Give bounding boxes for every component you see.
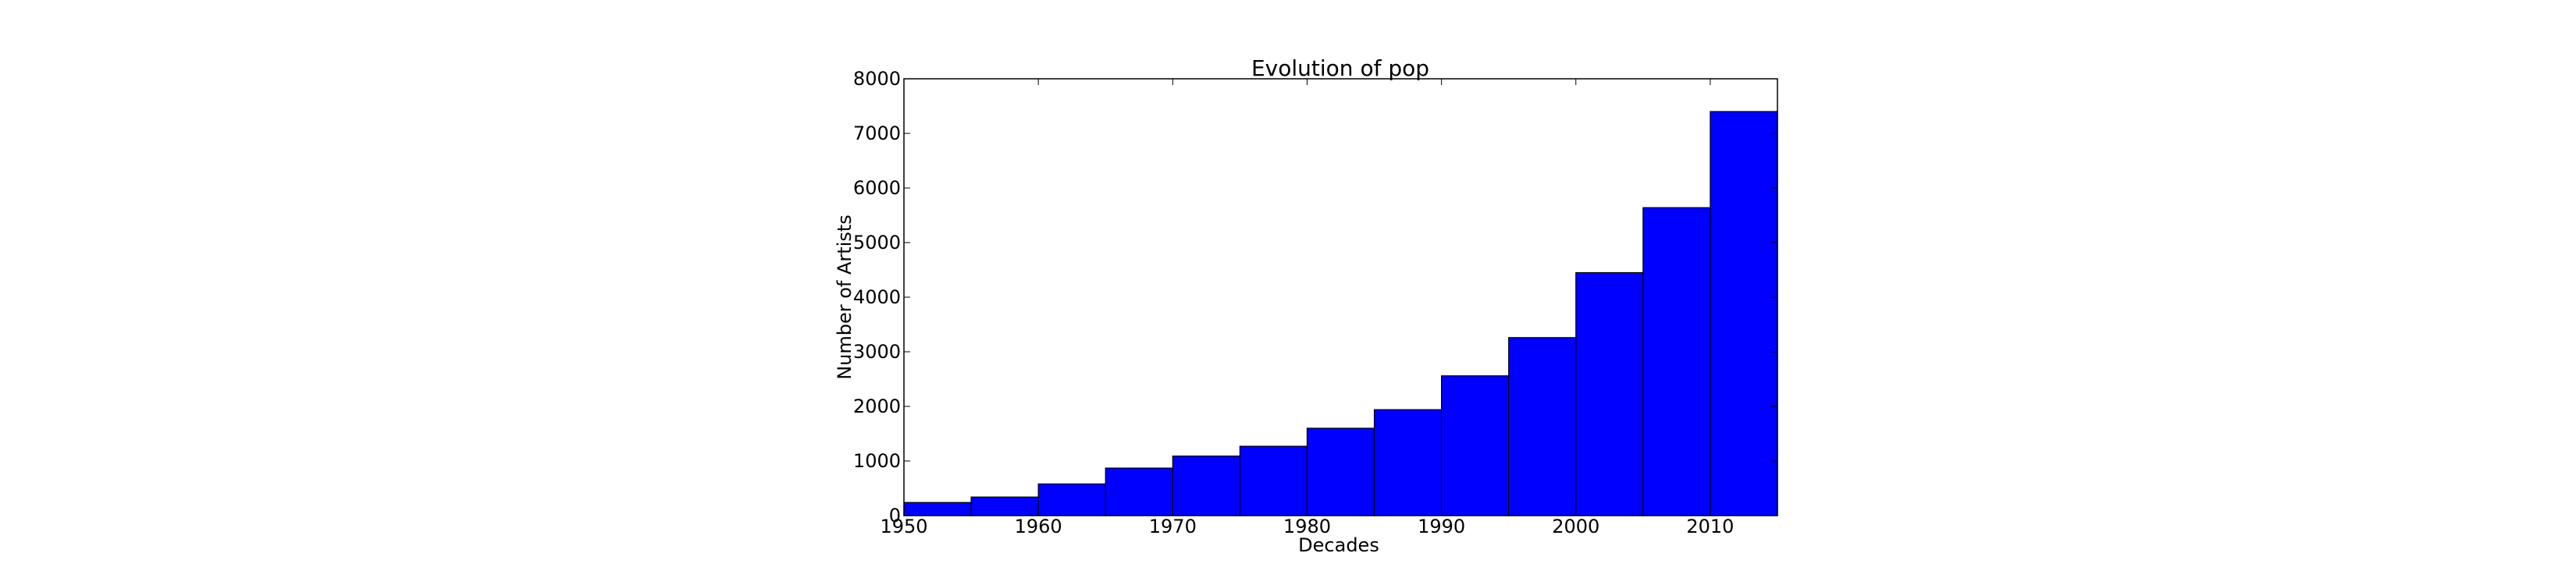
x-tick-label-1960: 1960 [1015,516,1062,537]
y-tick-label-2000: 2000 [853,395,901,417]
x-tick-label-1970: 1970 [1149,516,1197,537]
bar-1985 [1373,409,1443,516]
bar-1970 [1172,456,1240,516]
bar-1960 [1037,483,1106,516]
y-tick-label-8000: 8000 [853,68,901,90]
x-axis-label: Decades [1298,534,1379,556]
x-tick-label-1950: 1950 [880,516,927,537]
y-axis-label: Number of Artists [834,214,856,380]
x-tick-label-2000: 2000 [1552,516,1599,537]
bar-1975 [1239,445,1308,516]
y-tick-label-1000: 1000 [853,450,901,472]
y-tick-label-7000: 7000 [853,122,901,144]
y-tick-label-5000: 5000 [853,232,901,254]
bar-2005 [1642,207,1711,516]
bar-1980 [1306,427,1375,516]
bar-1990 [1441,375,1510,516]
bar-1955 [970,496,1039,516]
x-tick-label-1980: 1980 [1283,516,1331,537]
bar-1950 [903,502,972,516]
bar-2010 [1710,111,1778,516]
y-tick-label-3000: 3000 [853,341,901,363]
ticks-layer: 1950 1960 1970 1980 1990 2000 2010 0 1000 2000 300… [853,68,1777,537]
bar-1965 [1105,467,1173,516]
chart-title: Evolution of pop [1251,55,1429,81]
x-tick-label-2010: 2010 [1686,516,1734,537]
bar-1995 [1508,337,1577,516]
plot-frame [903,78,1778,516]
y-tick-label-6000: 6000 [853,177,901,199]
y-tick-label-4000: 4000 [853,286,901,308]
bars-layer [903,111,1778,516]
x-tick-label-1990: 1990 [1418,516,1465,537]
bar-2000 [1575,271,1644,516]
y-tick-label-0: 0 [889,505,901,526]
